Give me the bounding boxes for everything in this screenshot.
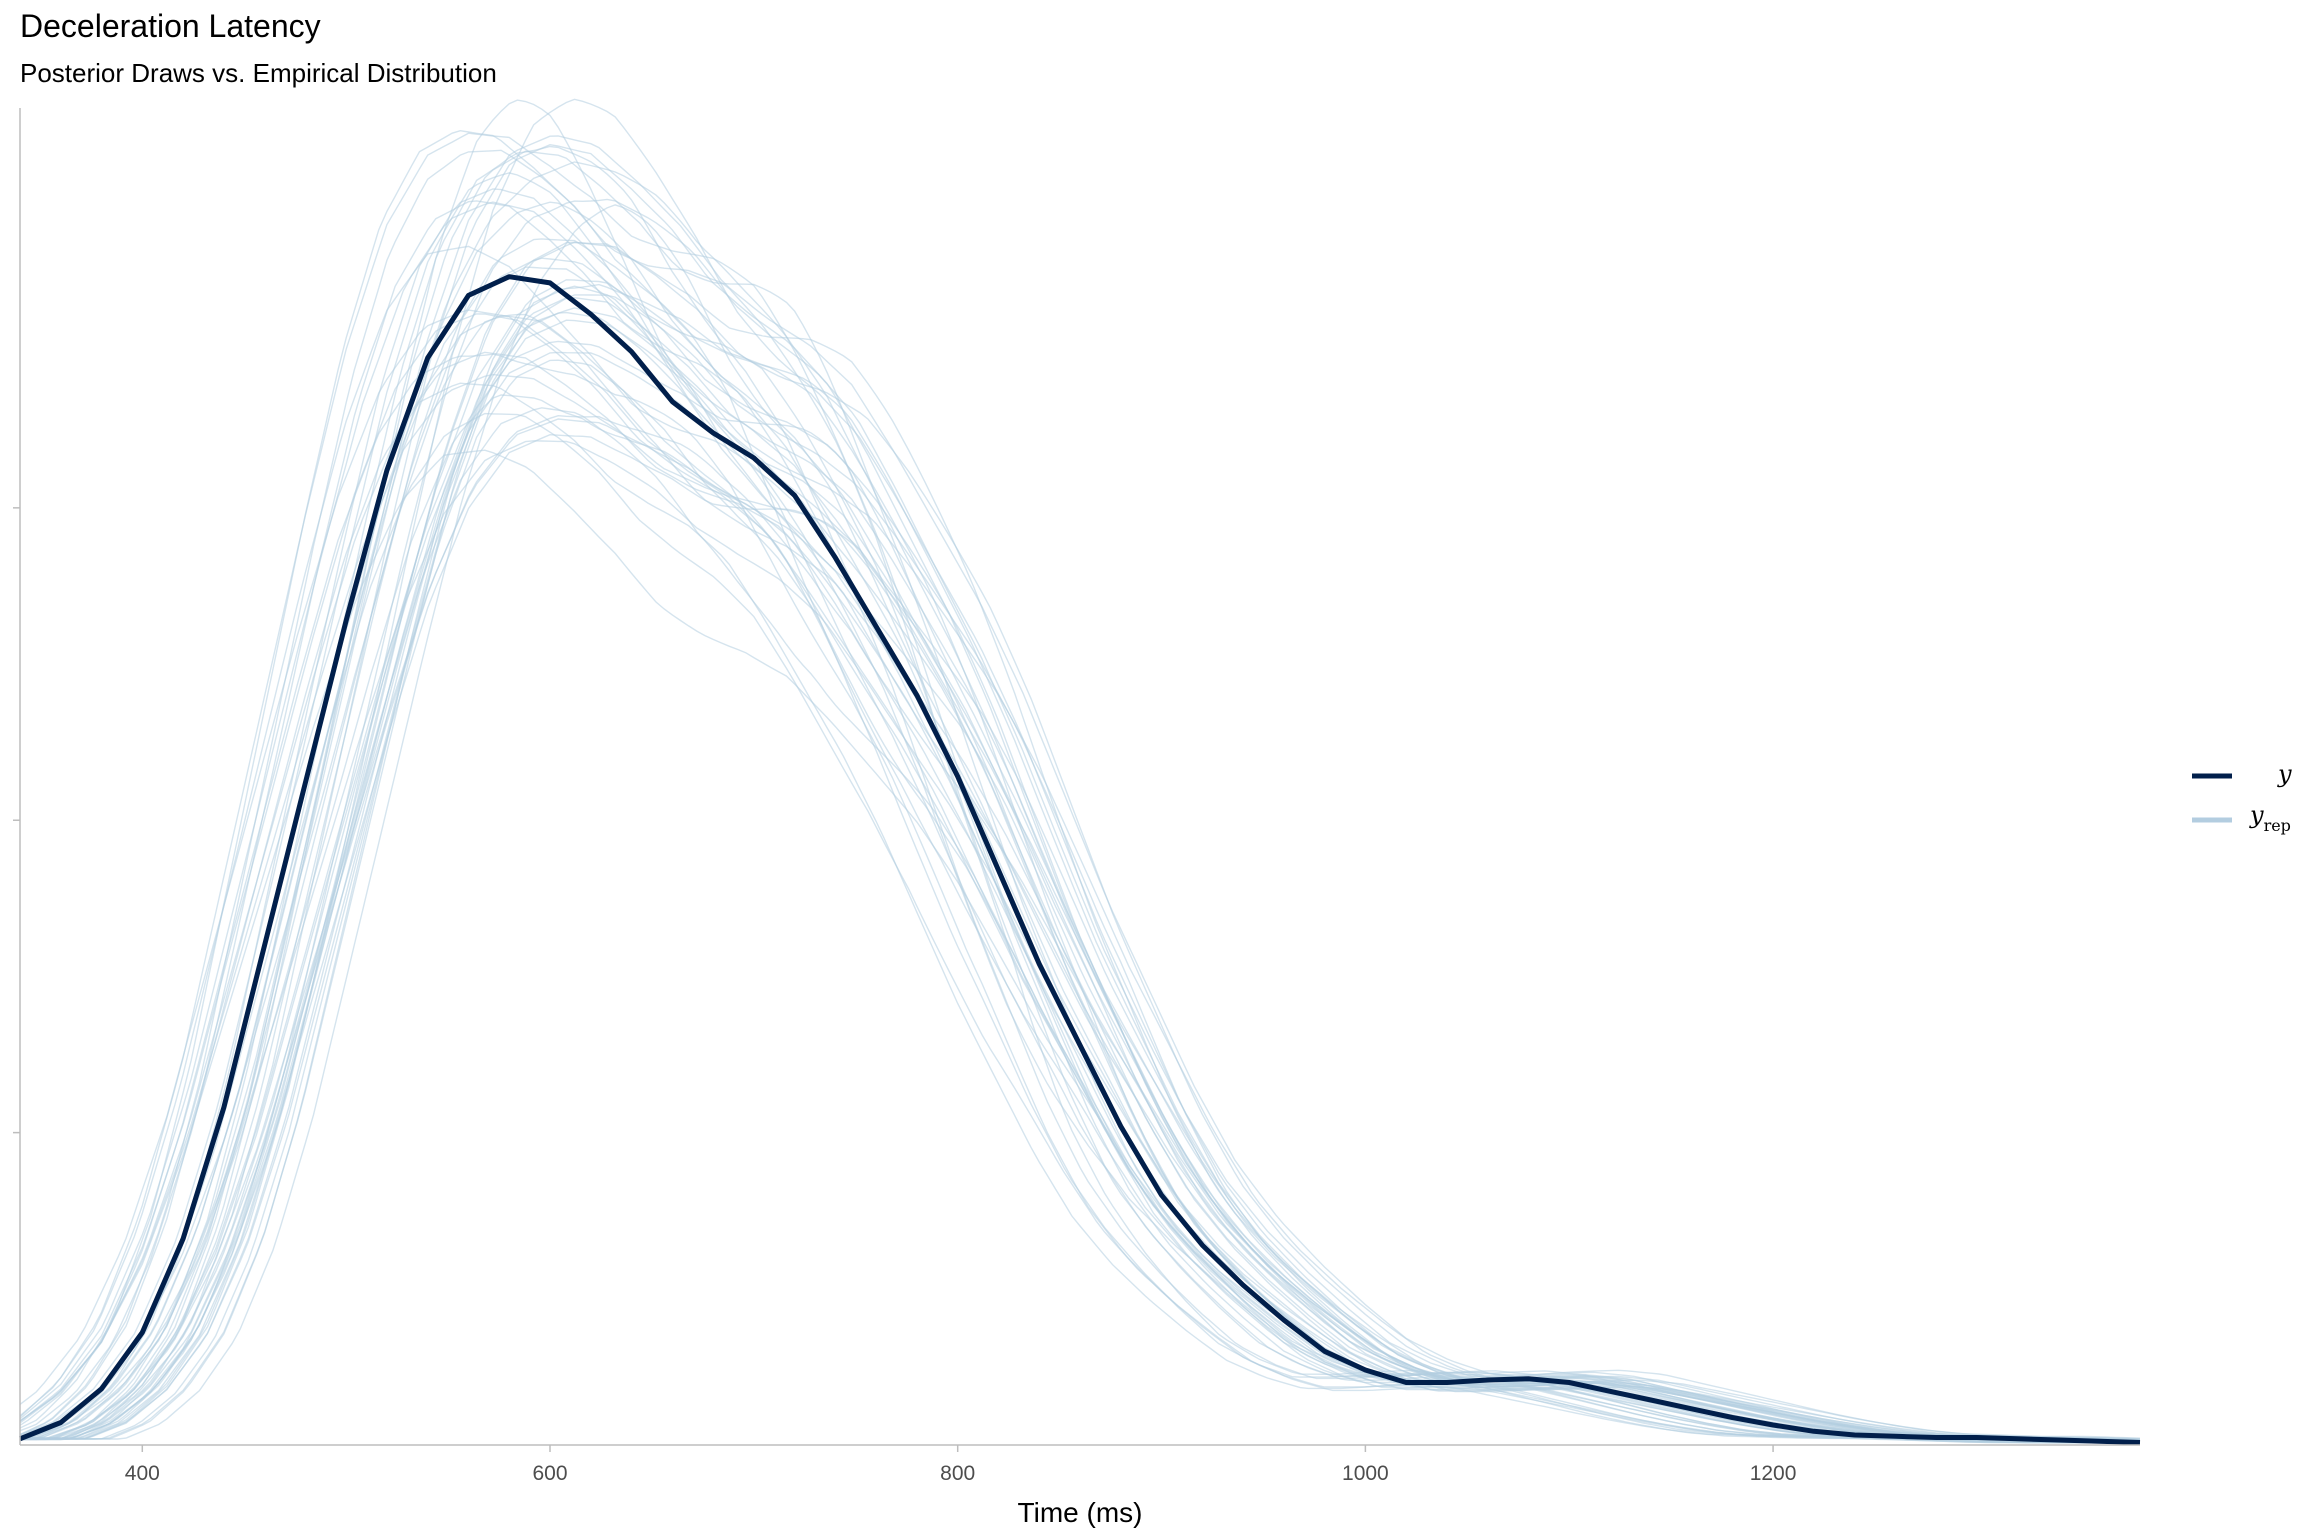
yrep-line (20, 307, 2141, 1440)
yrep-line (19, 132, 2140, 1443)
yrep-line (19, 129, 2140, 1443)
yrep-lines (19, 98, 2141, 1444)
yrep-line (20, 279, 2140, 1444)
yrep-line (20, 201, 2140, 1444)
yrep-line (19, 309, 2141, 1443)
yrep-line (19, 172, 2141, 1442)
yrep-line (20, 150, 2140, 1443)
yrep-line (20, 351, 2141, 1441)
yrep-line (19, 149, 2140, 1443)
yrep-line (20, 394, 2141, 1441)
yrep-line (20, 161, 2141, 1441)
yrep-line (20, 143, 2141, 1443)
x-tick-label: 600 (532, 1462, 567, 1485)
yrep-line (19, 351, 2141, 1443)
legend-label-yrep-main: y (2249, 801, 2264, 829)
yrep-line (20, 241, 2141, 1442)
yrep-line (20, 145, 2140, 1443)
legend: y yrep (2192, 760, 2292, 835)
yrep-line (20, 418, 2141, 1441)
yrep-line (20, 135, 2141, 1439)
x-tick-label: 800 (940, 1462, 975, 1485)
yrep-line (19, 200, 2140, 1443)
yrep-line (20, 198, 2141, 1441)
observed-density-line (19, 274, 2141, 1445)
yrep-line (19, 201, 2141, 1441)
yrep-line (20, 294, 2141, 1442)
chart-subtitle: Posterior Draws vs. Empirical Distributi… (20, 58, 497, 88)
yrep-line (20, 319, 2141, 1441)
chart-title: Deceleration Latency (20, 8, 321, 44)
x-axis-title: Time (ms) (1018, 1497, 1143, 1528)
yrep-line (20, 283, 2141, 1441)
x-tick-label: 1200 (1750, 1462, 1797, 1485)
yrep-line (19, 382, 2140, 1444)
yrep-line (19, 353, 2140, 1444)
yrep-line (20, 99, 2140, 1444)
x-axis-ticks: 400 600 800 1000 1200 (125, 1445, 1797, 1485)
yrep-line (20, 285, 2140, 1444)
y-axis-ticks (13, 507, 20, 1134)
legend-label-yrep-sub: rep (2264, 816, 2291, 835)
yrep-line (20, 204, 2140, 1444)
legend-label-y: y (2277, 760, 2292, 788)
legend-label-yrep: yrep (2249, 801, 2291, 835)
yrep-line (20, 188, 2140, 1443)
x-tick-label: 1000 (1342, 1462, 1389, 1485)
x-tick-label: 400 (125, 1462, 160, 1485)
yrep-line (20, 241, 2141, 1440)
